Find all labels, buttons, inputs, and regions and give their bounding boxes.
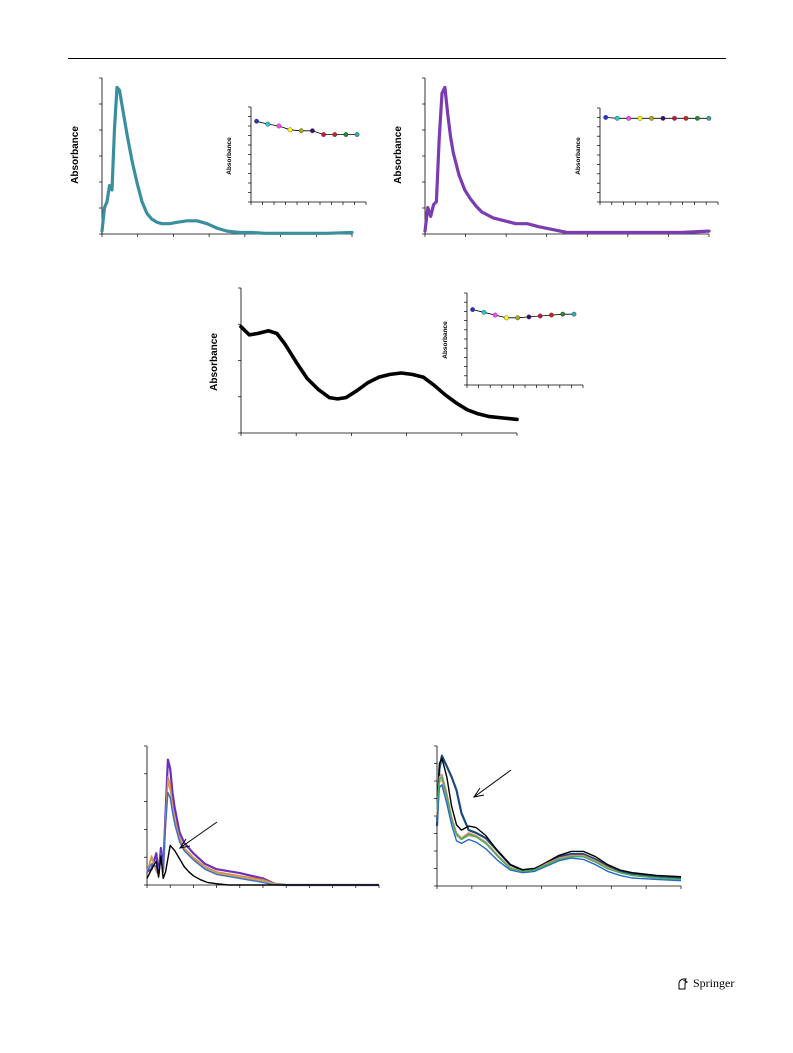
panel-middle-inset-point: [526, 314, 532, 320]
panel-middle-inset-point: [492, 312, 498, 318]
panel-top-right-inset-point: [672, 115, 677, 121]
arrow-head: [178, 838, 191, 849]
panel-top-right-inset-line: [605, 117, 709, 119]
panel-top-left-inset-point: [265, 121, 271, 127]
panel-top-left-inset-point: [321, 132, 326, 137]
panel-middle-ylabel: Absorbance: [209, 333, 220, 391]
panel-middle-inset-point: [470, 307, 476, 312]
springer-footer: Springer: [676, 976, 734, 991]
springer-horse-icon: [678, 978, 689, 989]
panel-top-right-inset-point: [660, 115, 666, 121]
panel-bottom-right-series-line-1: [436, 757, 682, 878]
panel-top-right-inset-point: [683, 115, 689, 121]
panel-top-right-inset-point: [603, 115, 609, 120]
panel-bottom-right-series-line-4: [436, 784, 682, 882]
panel-bottom-left-series-line-2: [146, 781, 379, 886]
panel-top-left-inset-point: [310, 128, 315, 134]
panel-middle-inset-point: [549, 312, 554, 318]
publisher-name: Springer: [693, 976, 735, 990]
panel-top-left-inset-point: [287, 127, 293, 133]
panel-top-left-inset-point: [298, 128, 304, 134]
panel-bottom-right-series-line-5: [436, 776, 682, 881]
arrow-line: [473, 769, 512, 798]
panel-top-right-inset-ylabel: Absorbance: [575, 137, 582, 175]
panel-middle-inset-ylabel: Absorbance: [442, 321, 449, 359]
panel-top-right-inset-point: [694, 115, 700, 121]
arrow-line: [179, 821, 218, 849]
panel-bottom-left-series-line-0: [146, 758, 379, 887]
panel-top-left-inset-point: [354, 132, 360, 137]
panel-middle-inset-point: [537, 313, 543, 319]
panel-top-left-inset-point: [332, 132, 338, 137]
panel-top-right-inset-point: [706, 115, 712, 121]
panel-middle-inset-point: [481, 309, 487, 315]
panel-top-left-series-line: [100, 85, 354, 235]
header-rule: [68, 58, 726, 59]
panel-middle-series-line: [239, 324, 519, 422]
panel-top-left-inset-point: [343, 132, 349, 137]
panel-top-right-inset-point: [649, 115, 654, 121]
panel-bottom-left-series-line-4: [146, 844, 379, 886]
panel-bottom-left-series-line-1: [146, 776, 379, 886]
panel-top-right-series-line: [423, 85, 711, 235]
panel-middle-inset-line: [472, 309, 574, 319]
panel-middle-inset-point: [515, 315, 521, 321]
panel-top-left-inset-point: [254, 118, 259, 124]
panel-top-right-inset-point: [626, 115, 632, 121]
panel-bottom-right-series-line-3: [436, 778, 682, 881]
panel-top-left-inset-ylabel: Absorbance: [226, 137, 233, 175]
panel-top-right-ylabel: Absorbance: [393, 126, 404, 184]
arrow-head: [472, 787, 485, 798]
panel-top-left-inset-line: [256, 120, 358, 136]
panel-middle-inset-point: [504, 315, 509, 321]
panel-top-right-inset-point: [614, 115, 620, 121]
panel-top-left-inset-point: [276, 123, 282, 129]
panel-middle-inset-point: [571, 311, 577, 317]
panel-top-right-inset-point: [637, 115, 643, 121]
panel-top-left-ylabel: Absorbance: [70, 126, 81, 184]
panel-middle-inset-point: [560, 311, 566, 317]
